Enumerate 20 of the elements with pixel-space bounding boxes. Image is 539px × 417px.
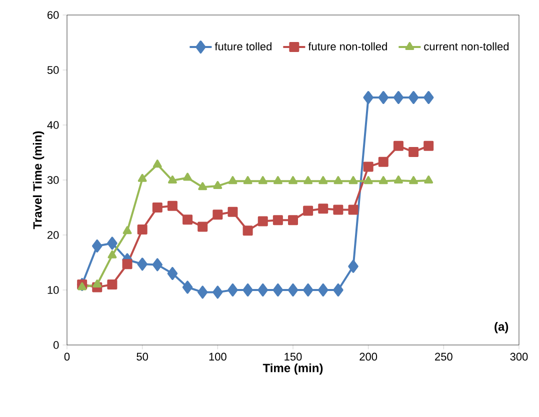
x-tick-label: 50 (136, 352, 148, 361)
y-axis-title: Travel Time (min) (32, 131, 44, 230)
annotation: (a) (494, 322, 508, 334)
x-tick-label: 200 (360, 352, 378, 361)
y-tick-label: 0 (54, 341, 59, 349)
legend-label: current non-tolled (424, 42, 509, 50)
x-tick-label: 0 (64, 352, 70, 361)
x-tick-label: 250 (435, 352, 452, 361)
y-tick-label: 20 (48, 231, 59, 239)
legend-label: future tolled (214, 42, 272, 50)
y-tick-label: 30 (47, 176, 59, 184)
x-axis-title: Time (min) (262, 363, 323, 375)
legend-label: future non-tolled (308, 42, 387, 50)
x-tick-label: 100 (209, 352, 226, 361)
y-tick-label: 40 (47, 121, 59, 129)
x-tick-label: 300 (510, 352, 528, 361)
x-tick-label: 150 (284, 352, 302, 361)
y-tick-label: 10 (48, 286, 59, 294)
y-tick-label: 50 (47, 66, 59, 74)
y-tick-label: 60 (48, 11, 59, 19)
